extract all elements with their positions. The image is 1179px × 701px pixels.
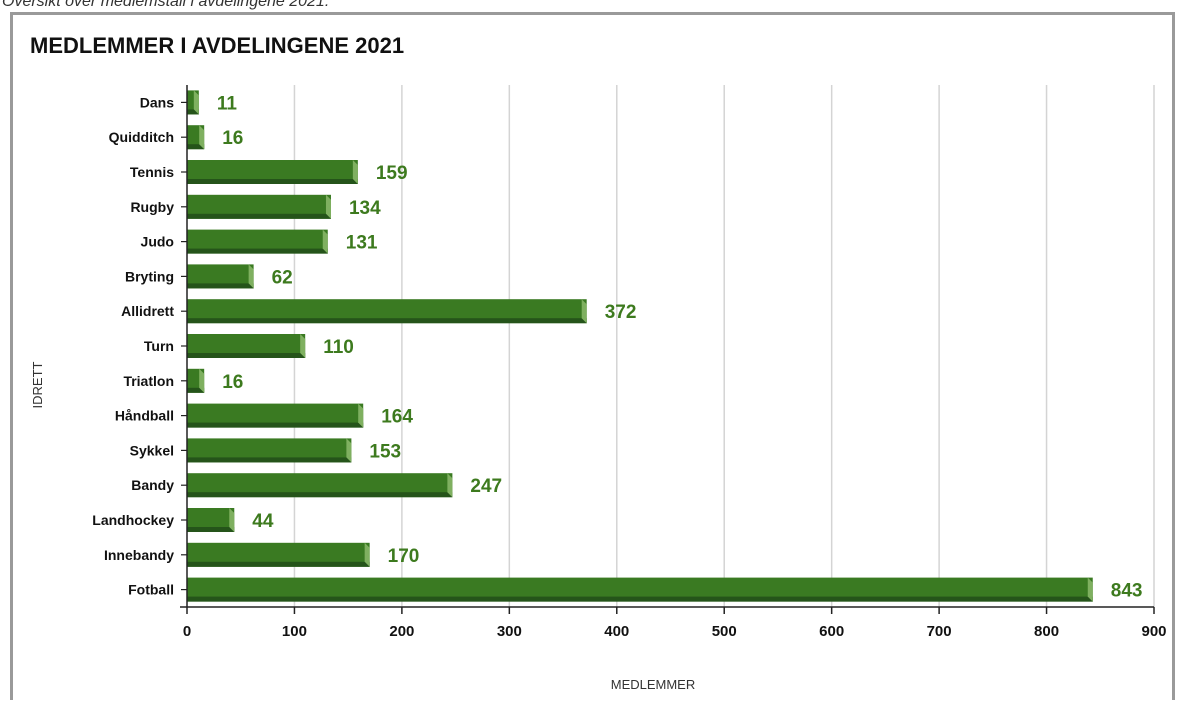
- bar-group: 247: [187, 473, 502, 498]
- category-label: Turn: [144, 338, 174, 354]
- data-label: 131: [346, 233, 378, 254]
- data-label: 134: [349, 198, 381, 219]
- data-label: 11: [217, 93, 238, 114]
- x-tick-label: 900: [1141, 623, 1166, 640]
- data-label: 16: [222, 372, 243, 393]
- bar-shade: [187, 213, 331, 219]
- data-label: 16: [222, 128, 243, 149]
- bar: [187, 90, 199, 115]
- x-tick-label: 400: [604, 623, 629, 640]
- category-label: Håndball: [115, 408, 174, 424]
- bar-end-cap: [352, 160, 358, 184]
- bar-end-cap: [248, 264, 254, 289]
- category-label: Quidditch: [109, 129, 174, 145]
- bar-shade: [187, 353, 306, 358]
- bar-group: 164: [187, 403, 413, 428]
- category-label: Tennis: [130, 164, 174, 180]
- chart-frame: MEDLEMMER I AVDELINGENE 2021 11 16 159 134 1…: [10, 12, 1175, 700]
- bar-shade: [187, 179, 358, 184]
- data-label: 159: [376, 163, 408, 184]
- x-tick-label: 800: [1034, 623, 1059, 640]
- data-label: 62: [272, 267, 293, 288]
- category-label: Innebandy: [104, 547, 174, 563]
- bar-shade: [187, 387, 205, 393]
- bar-group: 110: [187, 334, 354, 358]
- chart-canvas: MEDLEMMER I AVDELINGENE 2021 11161591341…: [30, 33, 1167, 692]
- x-axis: 0 100 200 300 400 500 600 700 800 900 Dans Quidditc…: [92, 85, 1167, 640]
- bar-shade: [187, 318, 587, 324]
- bar-group: 372: [187, 299, 637, 324]
- category-label: Fotball: [128, 582, 174, 598]
- bar-shade: [187, 248, 328, 254]
- category-label: Triatlon: [123, 373, 174, 389]
- bar-group: 62: [187, 264, 293, 289]
- bar-shade: [187, 109, 199, 115]
- bar-end-cap: [447, 473, 453, 498]
- x-axis-title: MEDLEMMER: [611, 677, 696, 692]
- x-tick-label: 700: [927, 623, 952, 640]
- bar-end-cap: [346, 438, 352, 463]
- figure-caption: Oversikt over medlemstall i avdelingene …: [2, 0, 330, 10]
- category-label: Bryting: [125, 268, 174, 284]
- bar-end-cap: [300, 334, 306, 358]
- bar-group: 131: [187, 229, 378, 254]
- bar-group: 11: [187, 90, 238, 115]
- data-label: 843: [1111, 581, 1143, 602]
- chart-title: MEDLEMMER I AVDELINGENE 2021: [30, 33, 404, 58]
- data-label: 170: [388, 546, 420, 567]
- data-label: 44: [252, 511, 274, 532]
- bar-shade: [187, 457, 352, 463]
- category-label: Dans: [140, 94, 174, 110]
- y-axis-title: IDRETT: [30, 361, 45, 408]
- bar-group: 16: [187, 368, 243, 393]
- bar-end-cap: [364, 542, 370, 567]
- bar-shade: [187, 283, 254, 289]
- bar-group: 44: [187, 508, 274, 532]
- data-label: 372: [605, 302, 637, 323]
- bar-group: 153: [187, 438, 401, 463]
- bar-group: 843: [187, 577, 1143, 602]
- bar-end-cap: [581, 299, 587, 324]
- bar-group: 134: [187, 194, 381, 219]
- bar-shade: [187, 144, 205, 150]
- bar-shade: [187, 422, 364, 428]
- category-label: Allidrett: [121, 303, 174, 319]
- bars-layer: 11 16 159 134 131 62 372 110 16 164 153 247 44 170 843: [187, 90, 1143, 602]
- bar-shade: [187, 561, 370, 567]
- bar-end-cap: [325, 194, 331, 219]
- data-label: 110: [323, 337, 354, 358]
- x-tick-label: 100: [282, 623, 307, 640]
- category-label: Judo: [141, 234, 174, 250]
- x-tick-label: 0: [183, 623, 191, 640]
- data-label: 247: [470, 476, 502, 497]
- x-tick-label: 200: [389, 623, 414, 640]
- category-label: Rugby: [130, 199, 174, 215]
- data-label: 153: [369, 441, 401, 462]
- bar-end-cap: [1087, 577, 1093, 602]
- bar-end-cap: [199, 368, 205, 393]
- bar-end-cap: [358, 403, 364, 428]
- bar-shade: [187, 492, 453, 498]
- bar-end-cap: [193, 90, 199, 115]
- grid-layer: [293, 85, 1155, 607]
- data-label: 164: [381, 407, 413, 428]
- category-label: Sykkel: [130, 442, 174, 458]
- category-label: Bandy: [131, 477, 174, 493]
- bar-shade: [187, 527, 235, 532]
- bar-group: 170: [187, 542, 420, 567]
- bar-group: 159: [187, 160, 408, 184]
- bar-end-cap: [322, 229, 328, 254]
- bar-group: 16: [187, 125, 243, 150]
- bar-end-cap: [229, 508, 235, 532]
- x-tick-label: 600: [819, 623, 844, 640]
- bar-shade: [187, 596, 1093, 602]
- category-label: Landhockey: [92, 512, 174, 528]
- x-tick-label: 500: [712, 623, 737, 640]
- x-tick-label: 300: [497, 623, 522, 640]
- bar-end-cap: [199, 125, 205, 150]
